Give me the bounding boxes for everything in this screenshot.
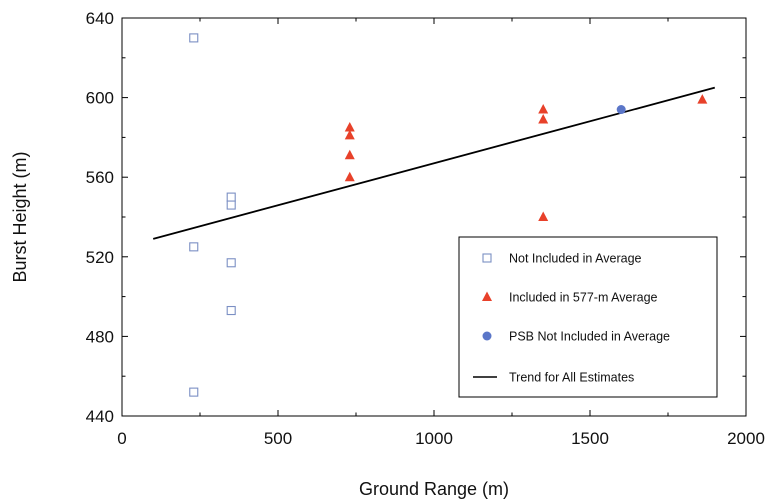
legend-swatch (482, 253, 492, 263)
legend-swatch (482, 291, 492, 301)
data-point (344, 121, 355, 132)
y-axis-title: Burst Height (m) (10, 151, 30, 282)
axis-tick-labels: 0 500 1000 1500 2000 440 480 520 560 600 640 (86, 9, 765, 448)
data-point (189, 33, 199, 43)
trend-line (152, 86, 716, 240)
data-point (189, 387, 199, 397)
axis-ticks (121, 17, 747, 417)
data-point (226, 200, 236, 210)
y-tick-label: 520 (86, 248, 114, 267)
x-tick-label: 0 (117, 429, 126, 448)
x-tick-label: 1500 (571, 429, 609, 448)
y-tick-label: 440 (86, 407, 114, 426)
data-point (538, 211, 549, 221)
legend-label: PSB Not Included in Average (509, 330, 670, 344)
x-tick-label: 500 (264, 429, 292, 448)
data-point (226, 192, 236, 202)
legend-label: Not Included in Average (509, 252, 642, 266)
x-tick-label: 2000 (727, 429, 765, 448)
legend: Not Included in Average Included in 577-m… (458, 236, 718, 398)
data-point (697, 94, 708, 104)
legend-box (458, 236, 718, 398)
legend-swatch (482, 331, 492, 341)
data-point (344, 129, 355, 140)
trend-line-group (152, 86, 716, 240)
data-points (189, 33, 708, 397)
data-point (344, 149, 355, 160)
x-axis-title: Ground Range (m) (359, 479, 509, 499)
data-point (226, 258, 236, 268)
y-tick-label: 600 (86, 89, 114, 108)
data-point (616, 105, 626, 115)
data-point (189, 242, 199, 252)
legend-label: Included in 577-m Average (509, 291, 658, 305)
y-tick-label: 640 (86, 9, 114, 28)
y-tick-label: 480 (86, 327, 114, 346)
data-point (538, 104, 549, 114)
data-point (538, 113, 549, 124)
legend-label: Trend for All Estimates (509, 371, 634, 385)
y-tick-label: 560 (86, 168, 114, 187)
data-point (344, 171, 355, 182)
legend-items: Not Included in Average Included in 577-m… (473, 252, 670, 385)
x-tick-label: 1000 (415, 429, 453, 448)
data-point (226, 305, 236, 316)
